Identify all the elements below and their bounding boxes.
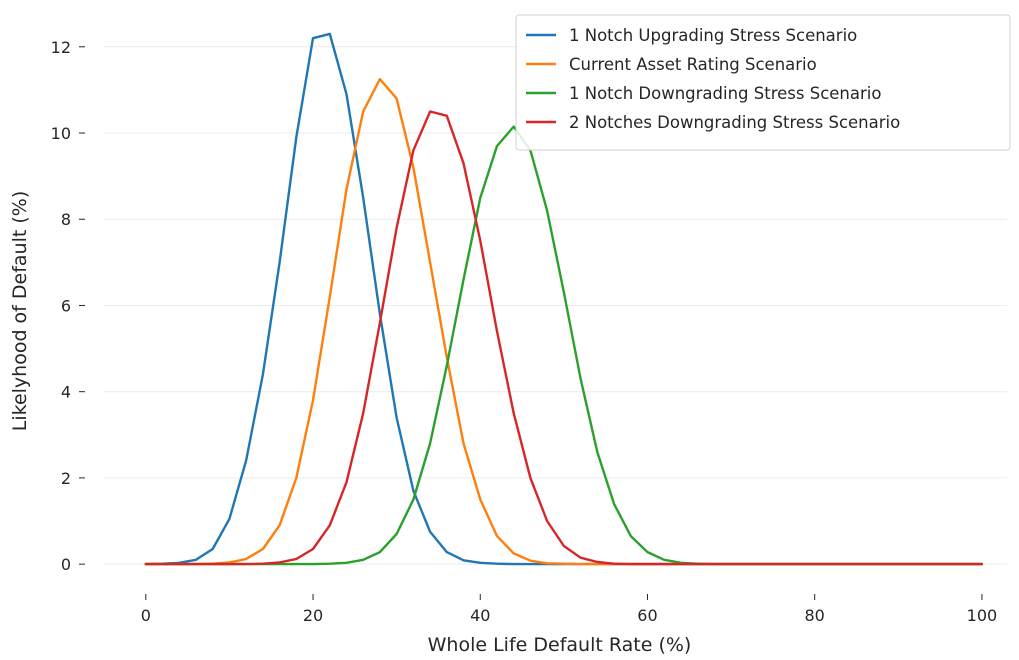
series-line-3 <box>144 125 984 566</box>
legend-entry-label: 1 Notch Upgrading Stress Scenario <box>569 26 857 45</box>
y-axis-label: Likelyhood of Default (%) <box>9 191 31 432</box>
x-axis-label: Whole Life Default Rate (%) <box>428 634 692 655</box>
legend: 1 Notch Upgrading Stress Scenario Current… <box>515 14 1011 151</box>
y-tick-label: 8 <box>61 210 71 229</box>
x-tick-label: 100 <box>967 606 998 625</box>
x-tick-label: 60 <box>637 606 657 625</box>
x-tick-label: 20 <box>303 606 323 625</box>
legend-entry-label: 1 Notch Downgrading Stress Scenario <box>569 84 881 103</box>
y-tick-label: 4 <box>61 383 71 402</box>
y-tick-label: 10 <box>51 124 71 143</box>
series-line-4 <box>144 110 984 566</box>
legend-frame <box>515 14 1011 151</box>
y-tick-label: 12 <box>51 38 71 57</box>
axis-ticks: 0 2 4 6 8 10 12 0 20 40 60 80 100 <box>51 38 998 625</box>
x-tick-label: 80 <box>805 606 825 625</box>
series-lines <box>144 32 984 566</box>
x-tick-label: 0 <box>141 606 151 625</box>
legend-entry-label: 2 Notches Downgrading Stress Scenario <box>569 113 900 132</box>
y-tick-label: 6 <box>61 296 71 315</box>
legend-entry-label: Current Asset Rating Scenario <box>569 55 817 74</box>
y-tick-label: 0 <box>61 555 71 574</box>
y-tick-label: 2 <box>61 469 71 488</box>
x-tick-label: 40 <box>470 606 490 625</box>
